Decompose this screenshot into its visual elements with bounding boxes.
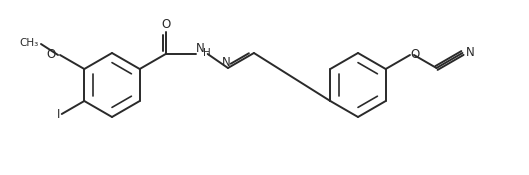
Text: N: N [466,46,475,58]
Text: I: I [57,108,60,121]
Text: O: O [161,18,170,30]
Text: N: N [222,55,230,68]
Text: H: H [203,48,211,58]
Text: N: N [196,43,205,55]
Text: O: O [411,47,419,61]
Text: O: O [47,47,56,61]
Text: CH₃: CH₃ [20,38,39,48]
